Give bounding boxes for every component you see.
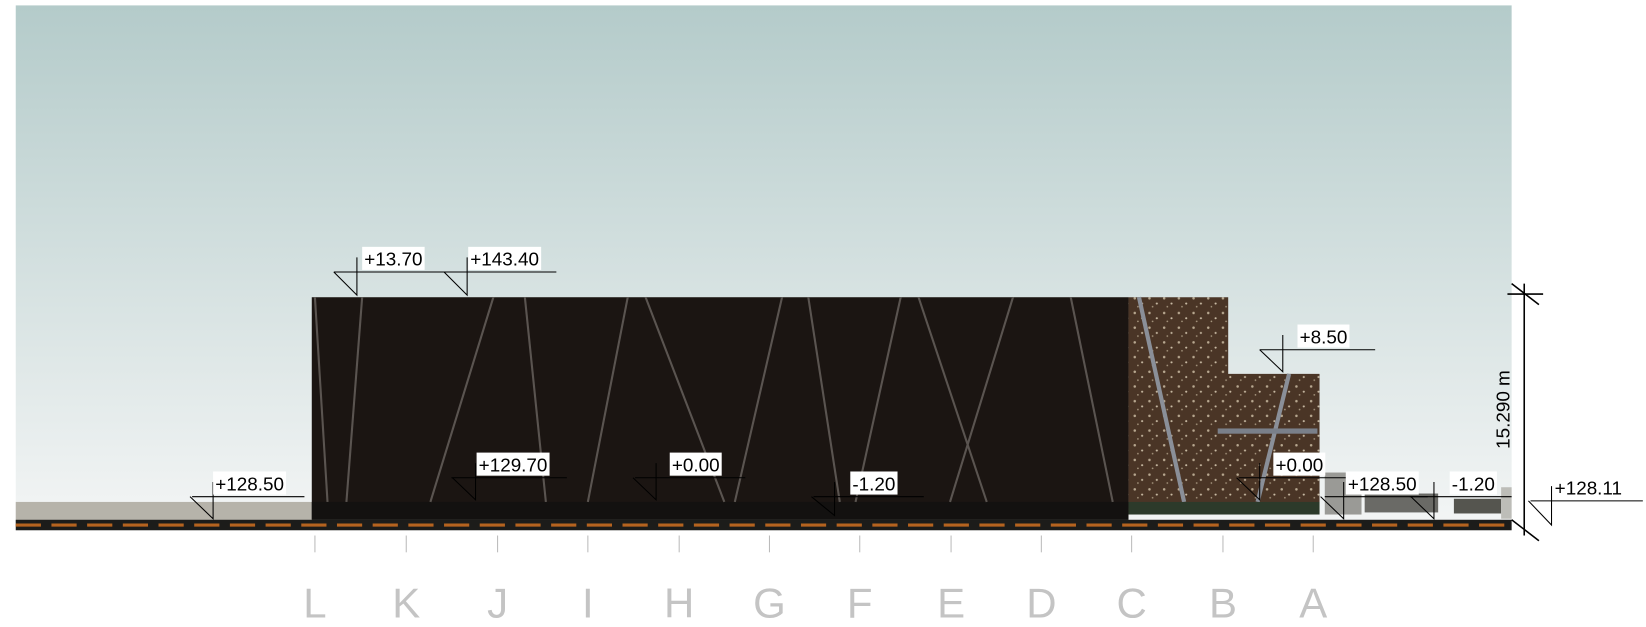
level-symbol: [1259, 335, 1284, 373]
grid-axis-label: F: [847, 579, 873, 626]
level-symbol: [452, 463, 477, 502]
grid-axis-label: D: [1026, 579, 1056, 626]
annex-brace: [1136, 296, 1187, 503]
terrain: [15, 501, 312, 523]
building-main: [311, 297, 1129, 520]
label-bg: [213, 471, 287, 495]
level-marker: +128.11: [1528, 475, 1643, 527]
grid-axis-label: B: [1209, 579, 1237, 626]
label-bg: [362, 246, 425, 270]
level-label: +0.00: [1275, 455, 1323, 476]
level-symbol: [811, 481, 836, 517]
level-marker: -1.20: [811, 471, 924, 517]
label-bg: [1273, 452, 1326, 476]
level-symbol: [1320, 481, 1345, 520]
level-label: -1.20: [1452, 474, 1495, 495]
dimension-label: 15.290 m: [1494, 370, 1515, 449]
grid-axis-label: E: [937, 579, 965, 626]
dimension: [1507, 282, 1544, 542]
grid-axis-label: L: [303, 579, 326, 626]
label-bg: [1552, 475, 1625, 499]
level-marker: +128.50: [189, 471, 305, 520]
canopy: [1217, 428, 1318, 434]
level-marker: +143.40: [443, 246, 557, 297]
level-marker: +0.00: [632, 452, 746, 502]
label-bg: [1449, 471, 1497, 495]
ground-line: [15, 519, 1512, 531]
level-label: +128.50: [1348, 474, 1417, 495]
grid-axis-label: H: [664, 579, 694, 626]
grid-axis-label: C: [1116, 579, 1146, 626]
level-marker: +128.50: [1320, 471, 1428, 520]
level-symbol: [1236, 463, 1261, 502]
level-marker: +0.00: [1236, 452, 1355, 502]
level-label: +128.50: [215, 474, 284, 495]
level-label: +8.50: [1300, 327, 1348, 348]
label-bg: [476, 452, 550, 476]
label-bg: [669, 452, 722, 476]
label-bg: [1297, 324, 1350, 348]
level-marker: +129.70: [451, 452, 567, 502]
level-symbol: [632, 463, 657, 502]
level-label: +143.40: [470, 250, 539, 271]
grid-axis-label: G: [753, 579, 786, 626]
level-label: +128.11: [1555, 479, 1622, 500]
level-symbol: [443, 257, 468, 297]
level-label: +13.70: [364, 250, 422, 271]
level-symbol: [1410, 481, 1435, 520]
annex-brace: [1255, 373, 1292, 503]
label-bg: [850, 471, 898, 495]
level-marker: +13.70: [333, 246, 462, 297]
grid-axis-label: A: [1299, 579, 1327, 626]
grid-axis-label: K: [392, 579, 420, 626]
level-label: -1.20: [852, 474, 895, 495]
label-bg: [1345, 471, 1419, 495]
hedge: [1128, 501, 1320, 515]
level-label: +129.70: [479, 455, 548, 476]
level-symbol: [333, 257, 358, 297]
level-marker: +8.50: [1259, 324, 1376, 373]
building-base: [311, 501, 1129, 520]
grid-axis-label: J: [487, 579, 508, 626]
level-marker: -1.20: [1409, 471, 1512, 520]
level-label: +0.00: [672, 455, 720, 476]
grid-axis-label: I: [582, 579, 594, 626]
label-bg: [468, 246, 542, 270]
level-symbol: [1528, 486, 1553, 527]
